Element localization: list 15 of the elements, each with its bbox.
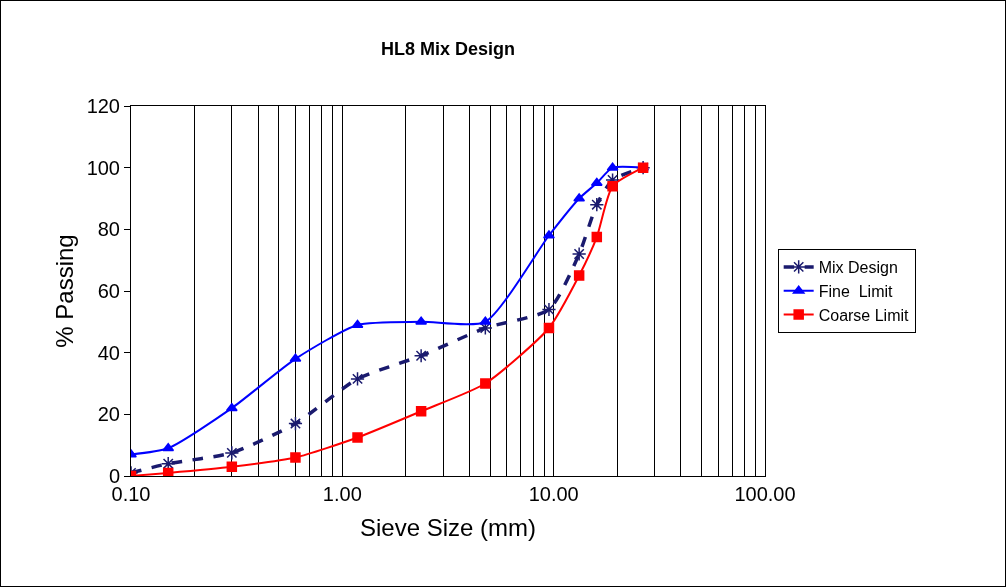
x-tick-label: 1.00 [322, 483, 362, 505]
x-tick-label: 100.00 [734, 483, 796, 505]
legend-label: Fine Limit [818, 282, 894, 300]
x-tick-label: 10.00 [528, 483, 579, 505]
x-axis-title: Sieve Size (mm) [359, 514, 537, 542]
y-tick-label: 20 [97, 403, 120, 426]
y-tick-label: 40 [97, 341, 120, 364]
legend-label: Mix Design [818, 259, 898, 277]
legend-label: Coarse Limit [818, 306, 910, 324]
y-tick-label: 60 [97, 280, 120, 302]
y-tick-label: 100 [86, 156, 120, 179]
y-tick-label: 120 [86, 95, 120, 117]
y-axis-title: % Passing [51, 234, 78, 348]
chart-title: HL8 Mix Design [380, 38, 516, 59]
y-tick-label: 80 [97, 218, 120, 241]
